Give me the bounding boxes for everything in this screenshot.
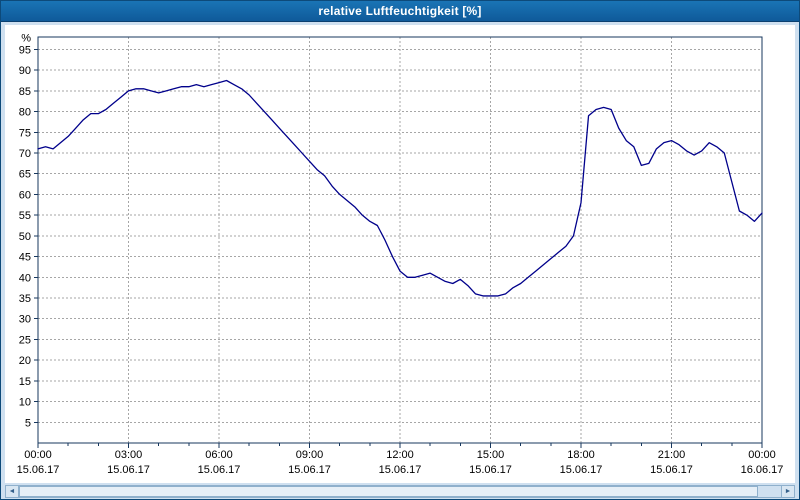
scroll-left-button[interactable]: ◄: [5, 485, 19, 498]
svg-text:95: 95: [19, 44, 31, 56]
svg-text:00:00: 00:00: [748, 449, 776, 461]
title-bar: relative Luftfeuchtigkeit [%]: [1, 1, 799, 22]
svg-text:06:00: 06:00: [205, 449, 233, 461]
svg-text:45: 45: [19, 252, 31, 264]
svg-text:90: 90: [19, 65, 31, 77]
svg-text:75: 75: [19, 127, 31, 139]
svg-text:15.06.17: 15.06.17: [560, 464, 603, 476]
svg-text:15: 15: [19, 376, 31, 388]
svg-text:18:00: 18:00: [567, 449, 595, 461]
chart-panel: 5 10 15 20 25 30 35 40 45 50 55 60 65 70 75 80 85 90 95 00:…: [5, 25, 795, 483]
svg-text:5: 5: [25, 417, 31, 429]
horizontal-scrollbar[interactable]: ◄ ►: [5, 485, 795, 498]
svg-text:15.06.17: 15.06.17: [198, 464, 241, 476]
svg-text:12:00: 12:00: [386, 449, 414, 461]
scroll-right-icon: ►: [784, 488, 792, 495]
scrollbar-thumb[interactable]: [19, 486, 759, 497]
svg-text:16.06.17: 16.06.17: [741, 464, 784, 476]
svg-text:70: 70: [19, 148, 31, 160]
svg-text:35: 35: [19, 293, 31, 305]
svg-text:50: 50: [19, 231, 31, 243]
svg-text:15.06.17: 15.06.17: [379, 464, 422, 476]
scroll-right-button[interactable]: ►: [781, 485, 795, 498]
svg-text:%: %: [21, 32, 31, 44]
svg-text:20: 20: [19, 355, 31, 367]
svg-text:25: 25: [19, 334, 31, 346]
svg-text:15:00: 15:00: [477, 449, 505, 461]
svg-text:30: 30: [19, 314, 31, 326]
svg-text:00:00: 00:00: [24, 449, 52, 461]
scroll-left-icon: ◄: [8, 488, 16, 495]
svg-text:09:00: 09:00: [296, 449, 324, 461]
svg-text:15.06.17: 15.06.17: [469, 464, 512, 476]
svg-text:15.06.17: 15.06.17: [107, 464, 150, 476]
svg-text:60: 60: [19, 189, 31, 201]
svg-text:55: 55: [19, 210, 31, 222]
svg-text:65: 65: [19, 169, 31, 181]
svg-text:15.06.17: 15.06.17: [17, 464, 60, 476]
svg-text:15.06.17: 15.06.17: [650, 464, 693, 476]
scrollbar-track[interactable]: [19, 485, 781, 498]
svg-text:10: 10: [19, 397, 31, 409]
svg-text:80: 80: [19, 107, 31, 119]
humidity-line-chart: 5 10 15 20 25 30 35 40 45 50 55 60 65 70 75 80 85 90 95 00:…: [17, 32, 784, 476]
svg-text:21:00: 21:00: [658, 449, 686, 461]
svg-text:85: 85: [19, 86, 31, 98]
svg-text:03:00: 03:00: [115, 449, 143, 461]
svg-text:15.06.17: 15.06.17: [288, 464, 331, 476]
window-title: relative Luftfeuchtigkeit [%]: [318, 4, 482, 18]
svg-text:40: 40: [19, 272, 31, 284]
